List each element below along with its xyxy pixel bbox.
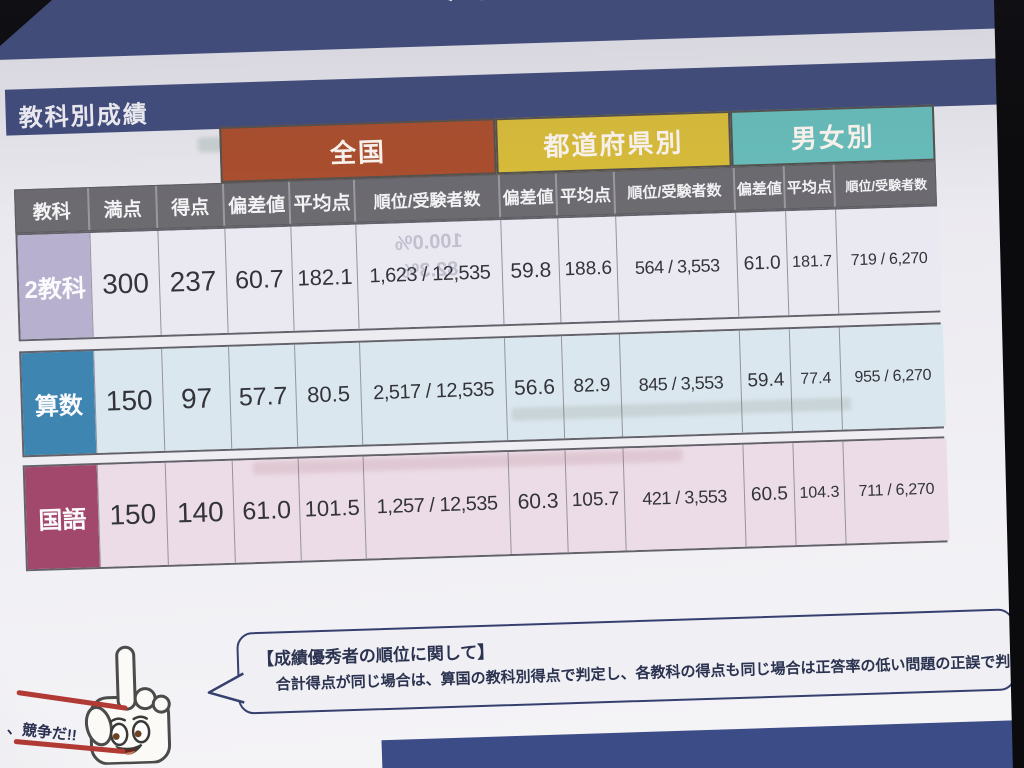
score-cell: 237 [157, 228, 228, 335]
column-header-rank-prefecture: 順位/受験者数 [612, 167, 735, 214]
column-header-deviation-prefecture: 偏差値 [497, 173, 557, 218]
column-header-score: 得点 [154, 183, 224, 229]
group-header-national: 全国 [219, 118, 497, 183]
column-header-deviation-national: 偏差値 [221, 181, 290, 226]
score-cell: 57.7 [228, 344, 298, 449]
section-title: 教科別成績 [18, 101, 150, 133]
score-cell: 97 [161, 346, 232, 451]
showthrough-ghost-text: 100.0% 82.3% [394, 229, 464, 283]
score-cell: 104.3 [792, 441, 846, 546]
group-header-gender: 男女別 [729, 104, 936, 167]
score-cell: 955 / 6,270 [838, 324, 946, 430]
score-cell: 150 [93, 348, 165, 454]
speech-bubble-tail [207, 672, 245, 704]
score-cell: 60.5 [742, 443, 796, 547]
page-title: 今回の成績 [425, 0, 682, 7]
score-cell: 59.4 [738, 329, 792, 433]
score-cell: 82.9 [560, 334, 623, 439]
score-cell: 77.4 [788, 327, 842, 432]
column-header-deviation-gender: 偏差値 [732, 166, 784, 210]
table-row-math: 算数 150 97 57.7 80.5 2,517 / 12,535 56.6 … [19, 322, 946, 458]
score-cell: 61.0 [735, 211, 789, 317]
column-header-subject: 教科 [32, 201, 72, 224]
column-header-rank-gender: 順位/受験者数 [832, 161, 938, 207]
note-heading: 【成績優秀者の順位に関して】 [256, 642, 495, 670]
score-cell: 80.5 [294, 342, 363, 447]
row-label-math: 算数 [21, 351, 97, 456]
score-cell: 60.7 [224, 226, 294, 333]
score-cell: 2,517 / 12,535 [359, 338, 508, 445]
row-label-2subjects: 2教科 [17, 233, 93, 340]
score-cell: 845 / 3,553 [618, 330, 743, 437]
note-speech-bubble: 【成績優秀者の順位に関して】 合計得点が同じ場合は、算国の教科別得点で判定し、各… [236, 608, 1024, 715]
column-header-average-gender: 平均点 [782, 164, 834, 209]
score-cell: 182.1 [290, 224, 359, 331]
row-label-japanese: 国語 [24, 465, 100, 570]
score-cell: 140 [164, 460, 235, 565]
score-cell: 711 / 6,270 [842, 438, 950, 544]
score-cell: 181.7 [785, 209, 839, 316]
score-cell: 564 / 3,553 [615, 212, 739, 321]
score-cell: 56.6 [503, 336, 565, 441]
score-cell: 719 / 6,270 [835, 206, 943, 314]
column-header-average-prefecture: 平均点 [554, 171, 615, 216]
score-table: 全国 都道府県別 男女別 教科 満点 得点 偏差値 平均点 順位/受験者数 偏差… [12, 104, 950, 572]
score-cell: 150 [96, 462, 168, 567]
bottom-section-band [381, 720, 1024, 768]
score-cell: 59.8 [500, 218, 561, 325]
column-header-average-national: 平均点 [287, 179, 355, 224]
score-cell: 188.6 [557, 216, 619, 323]
column-header-max-score: 満点 [87, 186, 157, 231]
column-header-rank-national: 順位/受験者数 [352, 175, 500, 222]
report-title-band: 今回の成績 [0, 0, 1024, 62]
group-header-prefecture: 都道府県別 [495, 110, 732, 175]
score-cell: 300 [89, 230, 161, 338]
